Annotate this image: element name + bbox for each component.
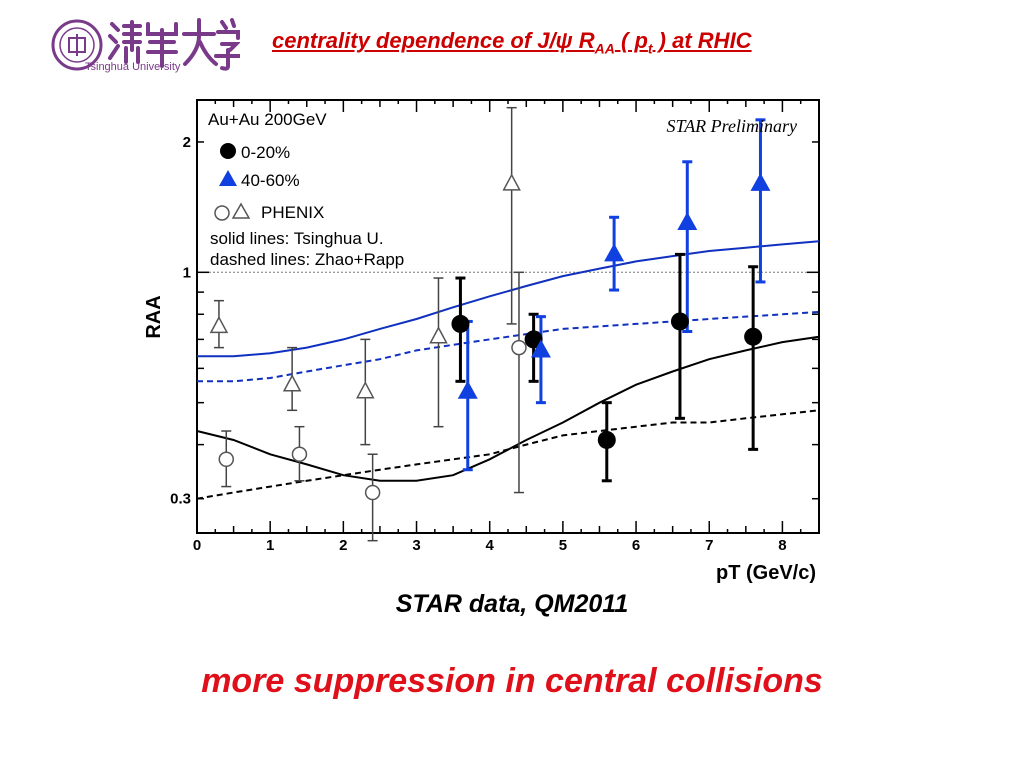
- marker-filled-triangle-1: [530, 339, 551, 358]
- marker-open-circle-3: [511, 339, 527, 356]
- university-logo: [51, 18, 240, 71]
- x-tick-label: 0: [193, 537, 201, 554]
- marker-filled-circle-2: [597, 430, 616, 449]
- y-tick-label: 0.3: [170, 491, 191, 508]
- legend-filled-triangle-icon: [219, 170, 237, 186]
- slide-title: centrality dependence of J/ψ RAA ( pt ) …: [272, 28, 752, 56]
- marker-open-circle-1: [291, 446, 308, 463]
- marker-open-triangle-1: [282, 374, 302, 392]
- data-markers: [209, 172, 771, 501]
- logo-text: Tsinghua University: [85, 61, 181, 73]
- legend-solid-note: solid lines: Tsinghua U.: [210, 229, 384, 248]
- model-curve-3: [196, 409, 820, 500]
- x-tick-label: 7: [705, 537, 713, 554]
- x-tick-label: 4: [486, 537, 495, 554]
- legend-dashed-note: dashed lines: Zhao+Rapp: [210, 250, 404, 269]
- seal-icon: [51, 19, 103, 71]
- preliminary-label: STAR Preliminary: [667, 116, 797, 136]
- legend-label-phenix: PHENIX: [261, 203, 324, 222]
- error-bars: [213, 106, 766, 542]
- chart-caption: STAR data, QM2011: [395, 590, 629, 618]
- x-axis-title-text: pT (GeV/c): [716, 562, 816, 584]
- y-axis-title: RAA: [143, 295, 165, 338]
- x-axis-title: pT (GeV/c): [716, 562, 816, 584]
- x-tick-label: 6: [632, 537, 640, 554]
- title-main: centrality dependence of J/ψ R: [272, 28, 595, 53]
- legend: 0-20% 40-60% PHENIX solid lines: Tsinghu…: [210, 143, 404, 269]
- legend-filled-circle-icon: [220, 143, 236, 159]
- title-mid: ( p: [614, 28, 648, 53]
- model-curves: [196, 240, 820, 500]
- marker-filled-circle-0: [451, 314, 470, 333]
- marker-open-triangle-2: [356, 381, 375, 399]
- calligraphy-name-icon: [108, 18, 240, 71]
- marker-filled-circle-4: [744, 327, 763, 346]
- legend-label-0-20: 0-20%: [241, 143, 290, 162]
- plot-frame: [196, 99, 820, 534]
- x-tick-label: 1: [266, 537, 274, 554]
- system-label: Au+Au 200GeV: [208, 110, 327, 129]
- y-axis-title-text: RAA: [143, 295, 165, 338]
- raa-chart: 0 1 2 3 4 5 6 7 8 0.3 1 2 pT (GeV/c) RAA Au+Au 200G…: [143, 99, 820, 584]
- x-tick-label: 3: [412, 537, 420, 554]
- marker-open-triangle-0: [209, 315, 229, 334]
- marker-open-circle-2: [364, 484, 381, 501]
- title-subscript-aa: AA: [594, 40, 615, 57]
- title-end: ) at RHIC: [652, 28, 752, 53]
- title-subscript-t: t: [647, 40, 653, 57]
- marker-filled-circle-3: [670, 312, 689, 331]
- marker-filled-triangle-4: [750, 172, 771, 191]
- model-curve-1: [197, 310, 820, 383]
- x-tick-label: 5: [559, 537, 567, 554]
- y-tick-label: 2: [183, 134, 191, 151]
- marker-open-triangle-3: [429, 326, 448, 344]
- marker-filled-triangle-3: [677, 211, 698, 230]
- x-tick-label: 8: [778, 537, 786, 554]
- legend-open-circle-icon: [214, 205, 230, 221]
- marker-open-circle-0: [218, 451, 235, 468]
- x-tick-label: 2: [339, 537, 347, 554]
- legend-label-40-60: 40-60%: [241, 171, 300, 190]
- model-curve-0: [197, 240, 820, 358]
- marker-filled-triangle-0: [457, 380, 478, 399]
- legend-open-triangle-icon: [231, 202, 251, 219]
- marker-filled-triangle-2: [604, 243, 625, 262]
- y-tick-label: 1: [183, 264, 191, 281]
- marker-filled-circle-1: [524, 330, 543, 349]
- conclusion-text: more suppression in central collisions: [201, 662, 823, 700]
- marker-open-triangle-4: [502, 173, 521, 191]
- axes: 0 1 2 3 4 5 6 7 8 0.3 1 2: [170, 100, 820, 554]
